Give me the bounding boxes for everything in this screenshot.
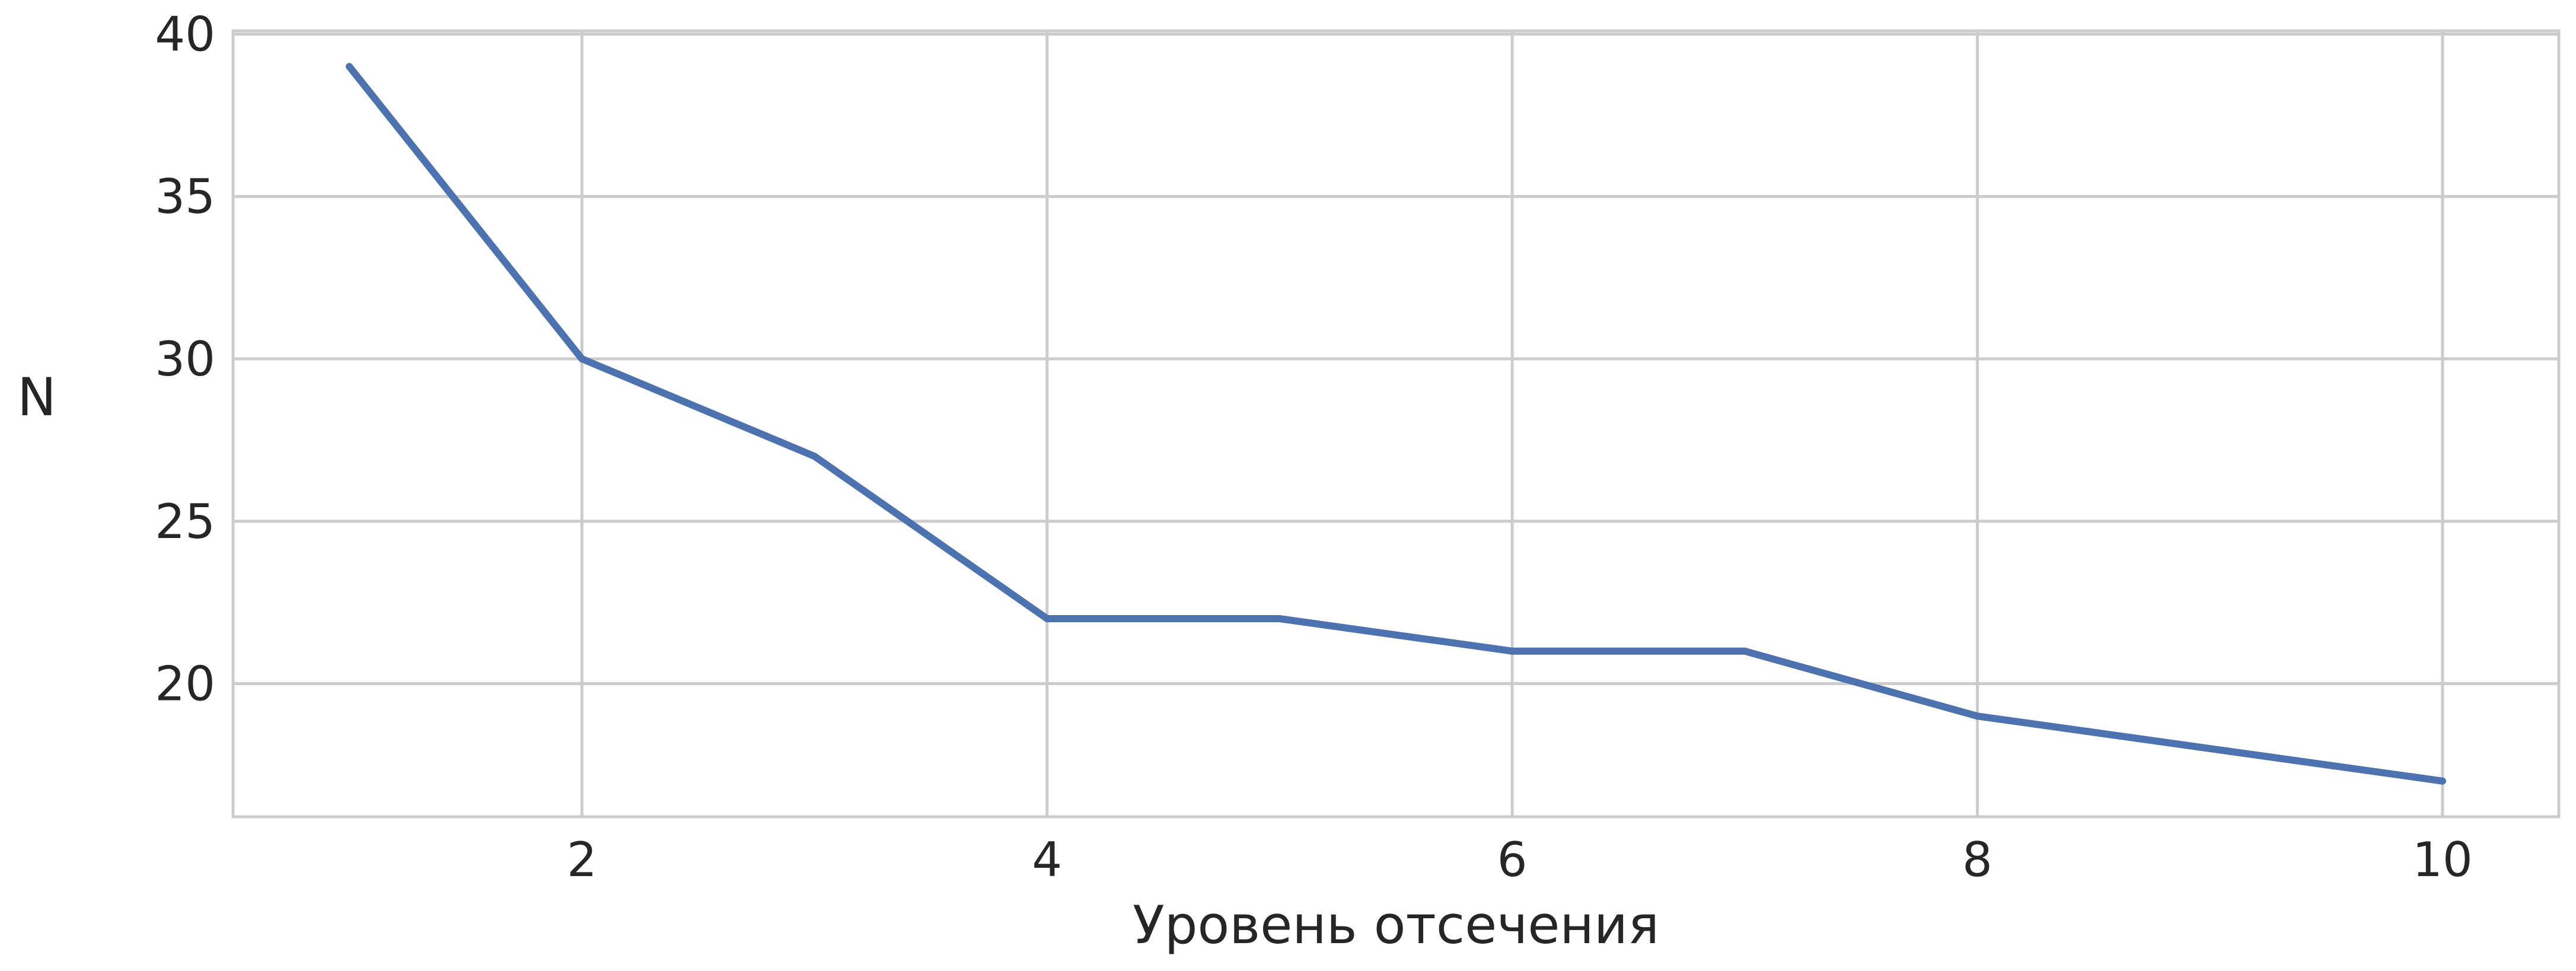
x-tick-label: 8 — [1962, 832, 1992, 887]
y-tick-label: 20 — [155, 657, 215, 712]
x-tick-labels: 2 4 6 8 10 — [567, 832, 2473, 887]
data-point — [1509, 647, 1516, 655]
x-tick-label: 10 — [2412, 832, 2473, 887]
data-point — [1741, 647, 1749, 655]
data-point — [2438, 777, 2446, 785]
data-point — [1974, 712, 1981, 720]
x-tick-label: 4 — [1032, 832, 1062, 887]
data-point — [1043, 615, 1051, 623]
y-tick-label: 40 — [155, 7, 215, 62]
y-axis-title: N — [17, 367, 56, 428]
x-tick-label: 6 — [1497, 832, 1528, 887]
grid-lines — [233, 31, 2559, 817]
y-tick-label: 30 — [155, 332, 215, 387]
data-point — [1276, 615, 1283, 623]
y-tick-labels: 20 25 30 35 40 — [155, 7, 215, 711]
series-line — [346, 63, 2446, 785]
series-layer — [346, 63, 2446, 785]
y-tick-label: 25 — [155, 494, 215, 549]
y-tick-label: 35 — [155, 169, 215, 224]
data-point — [2206, 745, 2214, 753]
x-axis-title: Уровень отсечения — [1133, 894, 1659, 956]
data-point — [578, 355, 586, 362]
data-point — [811, 453, 818, 460]
data-point — [346, 63, 353, 71]
plot-frame — [231, 29, 2561, 819]
x-tick-label: 2 — [567, 832, 597, 887]
